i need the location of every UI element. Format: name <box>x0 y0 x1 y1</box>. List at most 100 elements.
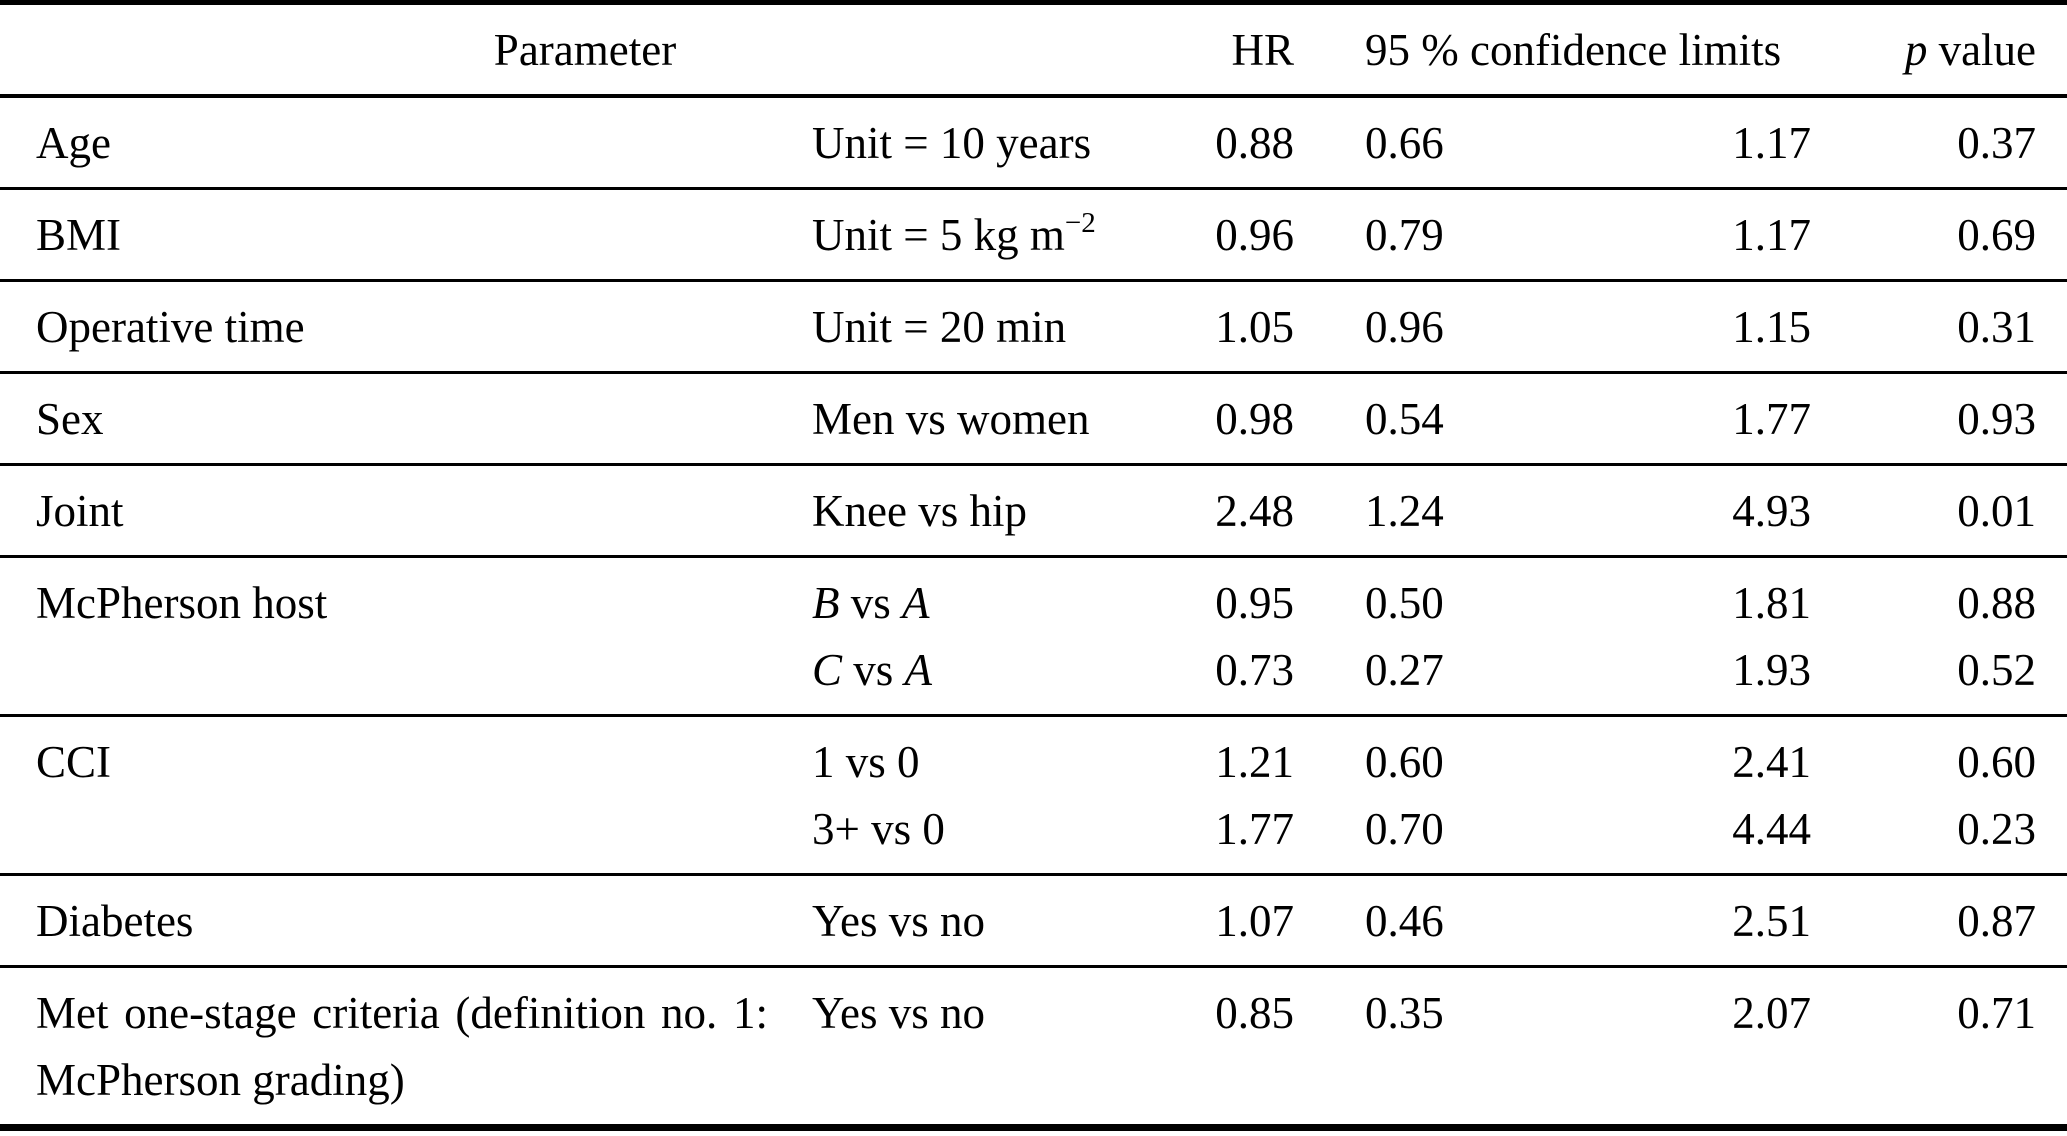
p-value-cell-line: 0.23 <box>1957 804 2037 854</box>
p-value-cell: 0.69 <box>1815 187 2067 281</box>
p-value-cell-line: 0.87 <box>1957 896 2037 946</box>
p-value-header-italic: p <box>1904 25 1928 75</box>
hr-cell-line: 0.98 <box>1215 394 1294 444</box>
hr-cell-line: 1.77 <box>1215 804 1294 854</box>
ci-upper-cell-line: 1.93 <box>1732 645 1812 695</box>
hr-column-header: HR <box>1170 2 1300 98</box>
p-value-cell-line: 0.71 <box>1957 988 2037 1038</box>
ci-lower-cell: 0.66 <box>1300 96 1500 189</box>
ci-lower-cell: 0.96 <box>1300 279 1500 373</box>
ci-upper-cell-line: 2.41 <box>1732 737 1812 787</box>
comparison-cell-line: Unit = 20 min <box>812 302 1067 352</box>
comparison-cell: Unit = 20 min <box>780 279 1170 373</box>
ci-upper-cell: 4.93 <box>1500 463 1816 557</box>
table-row: Sex Men vs women 0.98 0.54 1.77 0.93 <box>0 371 2067 465</box>
ci-lower-cell: 0.54 <box>1300 371 1500 465</box>
comparison-cell: Men vs women <box>780 371 1170 465</box>
ci-lower-cell-line: 0.66 <box>1365 118 1444 168</box>
p-value-cell-line: 0.60 <box>1957 737 2037 787</box>
p-value-column-header: p value <box>1815 2 2067 98</box>
ci-lower-cell-line: 0.46 <box>1365 896 1444 946</box>
hr-cell: 1.21 1.77 <box>1170 714 1300 875</box>
table-body: Age Unit = 10 years 0.88 0.66 1.17 0.37 BMI Uni… <box>0 96 2067 1128</box>
p-value-cell-line: 0.31 <box>1957 302 2037 352</box>
p-value-cell: 0.37 <box>1815 96 2067 189</box>
p-value-cell: 0.88 0.52 <box>1815 555 2067 716</box>
ci-lower-cell: 0.50 0.27 <box>1300 555 1500 716</box>
ci-upper-cell: 1.17 <box>1500 187 1816 281</box>
hr-cell: 1.05 <box>1170 279 1300 373</box>
comparison-cell: Knee vs hip <box>780 463 1170 557</box>
table-row: Age Unit = 10 years 0.88 0.66 1.17 0.37 <box>0 96 2067 189</box>
p-value-cell-line: 0.93 <box>1957 394 2037 444</box>
ci-lower-cell-line: 0.60 <box>1365 737 1444 787</box>
p-value-cell-line: 0.88 <box>1957 578 2037 628</box>
hr-cell-line: 1.07 <box>1215 896 1294 946</box>
comparison-cell: Yes vs no <box>780 965 1170 1128</box>
p-value-cell: 0.31 <box>1815 279 2067 373</box>
p-value-cell: 0.93 <box>1815 371 2067 465</box>
hr-cell-line: 0.85 <box>1215 988 1294 1038</box>
hr-cell-line: 1.05 <box>1215 302 1294 352</box>
ci-upper-cell: 1.15 <box>1500 279 1816 373</box>
ci-upper-cell-line: 2.51 <box>1732 896 1812 946</box>
ci-upper-cell-line: 1.15 <box>1732 302 1812 352</box>
table-row: Operative time Unit = 20 min 1.05 0.96 1.15 0… <box>0 279 2067 373</box>
parameter-column-header: Parameter <box>0 2 1170 98</box>
ci-lower-cell: 0.60 0.70 <box>1300 714 1500 875</box>
parameter-cell: Joint <box>0 463 780 557</box>
comparison-cell: Unit = 5 kg m−2 <box>780 187 1170 281</box>
ci-lower-cell-line: 1.24 <box>1365 486 1444 536</box>
p-value-cell-line: 0.01 <box>1957 486 2037 536</box>
comparison-cell-line: C vs A <box>812 645 933 695</box>
ci-upper-cell-line: 4.44 <box>1732 804 1812 854</box>
ci-lower-cell-line: 0.27 <box>1365 645 1444 695</box>
comparison-cell-line: Yes vs no <box>812 988 985 1038</box>
hr-cell: 1.07 <box>1170 873 1300 967</box>
comparison-cell-line: 3+ vs 0 <box>812 804 945 854</box>
confidence-limits-column-header: 95 % confidence limits <box>1300 2 1816 98</box>
table-row: Joint Knee vs hip 2.48 1.24 4.93 0.01 <box>0 463 2067 557</box>
ci-upper-cell: 2.07 <box>1500 965 1816 1128</box>
comparison-cell: 1 vs 0 3+ vs 0 <box>780 714 1170 875</box>
ci-lower-cell: 1.24 <box>1300 463 1500 557</box>
parameter-cell: Operative time <box>0 279 780 373</box>
hr-cell-line: 0.96 <box>1215 210 1294 260</box>
comparison-cell-line: Knee vs hip <box>812 486 1027 536</box>
table-header-row: Parameter HR 95 % confidence limits p va… <box>0 2 2067 98</box>
p-value-header-rest: value <box>1927 25 2037 75</box>
parameter-cell: Sex <box>0 371 780 465</box>
comparison-cell-line: B vs A <box>812 578 930 628</box>
ci-upper-cell: 2.51 <box>1500 873 1816 967</box>
ci-upper-cell-line: 2.07 <box>1732 988 1812 1038</box>
parameter-cell: CCI <box>0 714 780 875</box>
ci-upper-cell-line: 4.93 <box>1732 486 1812 536</box>
hr-cell: 0.85 <box>1170 965 1300 1128</box>
ci-upper-cell: 1.17 <box>1500 96 1815 189</box>
p-value-cell: 0.01 <box>1815 463 2067 557</box>
ci-lower-cell-line: 0.79 <box>1365 210 1444 260</box>
ci-upper-cell-line: 1.17 <box>1732 118 1812 168</box>
p-value-cell: 0.87 <box>1815 873 2067 967</box>
hr-cell-line: 0.95 <box>1215 578 1294 628</box>
table-row: Met one-stage criteria (definition no. 1… <box>0 965 2067 1128</box>
parameter-cell: Age <box>36 118 111 168</box>
comparison-cell-line: Yes vs no <box>812 896 985 946</box>
hr-cell: 2.48 <box>1170 463 1300 557</box>
comparison-cell: Unit = 10 years <box>780 96 1170 189</box>
hr-cell: 0.96 <box>1170 187 1300 281</box>
comparison-cell-line: Unit = 10 years <box>812 118 1092 168</box>
p-value-cell-line: 0.69 <box>1957 210 2037 260</box>
ci-upper-cell-line: 1.81 <box>1732 578 1812 628</box>
ci-lower-cell: 0.35 <box>1300 965 1500 1128</box>
ci-upper-cell-line: 1.17 <box>1732 210 1812 260</box>
p-value-cell: 0.60 0.23 <box>1815 714 2067 875</box>
table-row: Diabetes Yes vs no 1.07 0.46 2.51 0.87 <box>0 873 2067 967</box>
hr-cell: 0.95 0.73 <box>1170 555 1300 716</box>
p-value-cell-line: 0.37 <box>1957 118 2037 168</box>
parameter-cell: Diabetes <box>0 873 780 967</box>
table-row: CCI 1 vs 0 3+ vs 0 1.21 1.77 0.60 0.70 2.41 4.44… <box>0 714 2067 875</box>
parameter-cell: BMI <box>0 187 780 281</box>
ci-lower-cell-line: 0.50 <box>1365 578 1444 628</box>
